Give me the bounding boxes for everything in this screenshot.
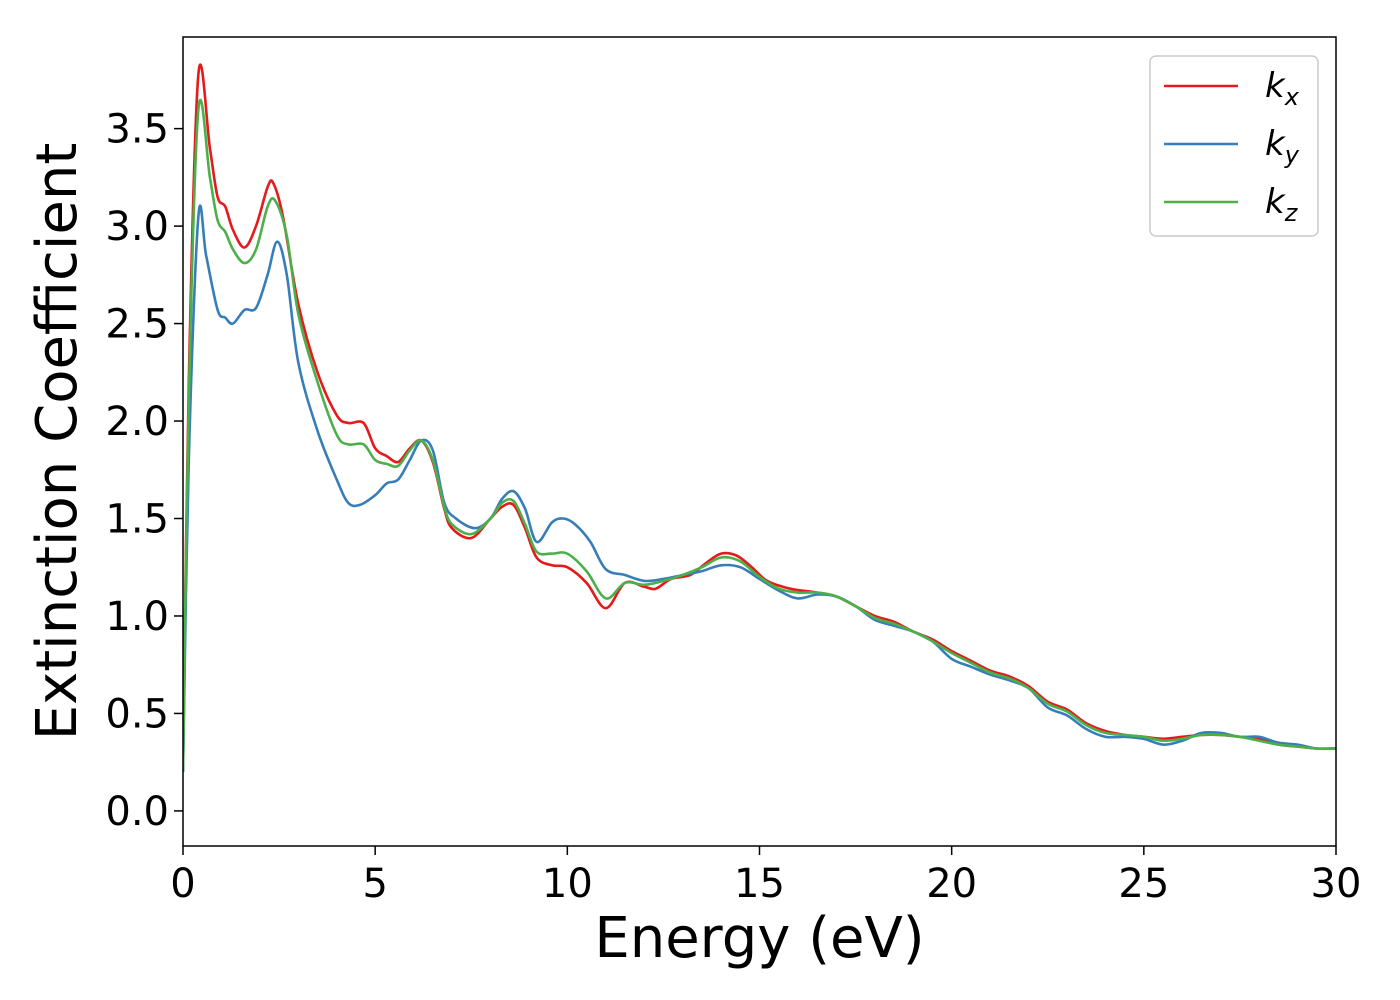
y-tick-label: 3.0 bbox=[105, 204, 169, 250]
x-axis-ticks: 0 5 10 15 20 25 30 bbox=[170, 846, 1361, 907]
legend-label-ky: ky bbox=[1265, 124, 1300, 169]
x-tick-label: 0 bbox=[170, 861, 195, 907]
y-axis-ticks: 0.0 0.5 1.0 1.5 2.0 2.5 3.0 3.5 bbox=[105, 107, 183, 835]
x-tick-label: 25 bbox=[1118, 861, 1169, 907]
y-tick-label: 2.0 bbox=[105, 399, 169, 445]
y-tick-label: 2.5 bbox=[105, 302, 169, 348]
legend-label-kz: kz bbox=[1265, 182, 1299, 227]
y-tick-label: 1.5 bbox=[105, 497, 169, 543]
x-tick-label: 5 bbox=[362, 861, 387, 907]
x-tick-label: 30 bbox=[1311, 861, 1362, 907]
y-tick-label: 3.5 bbox=[105, 107, 169, 153]
series-layer bbox=[183, 63, 1336, 772]
series-line-kz bbox=[183, 98, 1336, 772]
legend-label-kx: kx bbox=[1265, 66, 1300, 111]
legend: kx ky kz bbox=[1149, 55, 1319, 237]
series-line-ky bbox=[183, 204, 1336, 772]
legend-box bbox=[1149, 55, 1319, 237]
x-tick-label: 15 bbox=[734, 861, 785, 907]
y-tick-label: 1.0 bbox=[105, 594, 169, 640]
y-tick-label: 0.0 bbox=[105, 789, 169, 835]
x-tick-label: 20 bbox=[926, 861, 977, 907]
x-axis-label: Energy (eV) bbox=[594, 906, 924, 971]
x-tick-label: 10 bbox=[542, 861, 593, 907]
y-axis-label: Extinction Coefficient bbox=[25, 143, 90, 741]
y-tick-label: 0.5 bbox=[105, 691, 169, 737]
